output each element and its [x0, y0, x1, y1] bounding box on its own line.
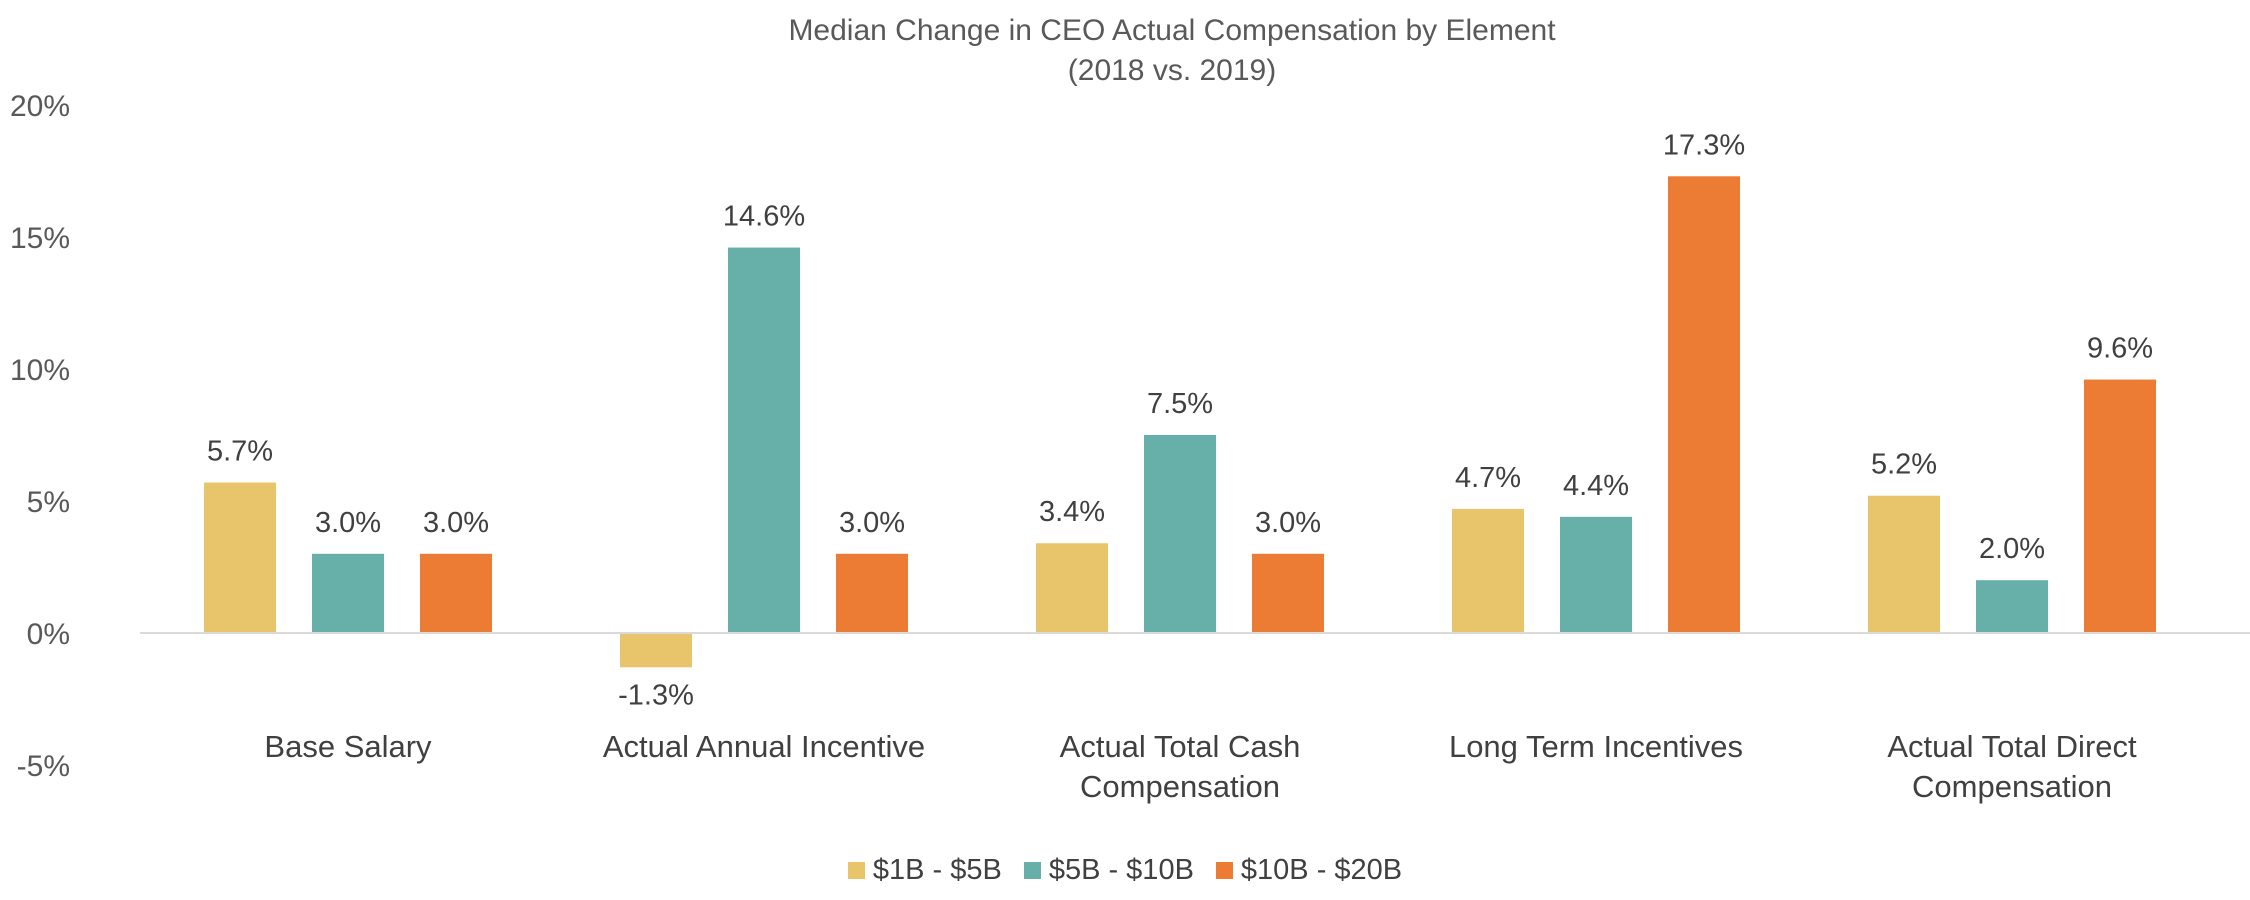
data-label: 3.0%: [423, 507, 489, 539]
bar-2-5: [1976, 580, 2048, 633]
bar-1-5: [1868, 495, 1940, 633]
bar-3-2: [836, 553, 908, 633]
data-label: 3.0%: [839, 507, 905, 539]
legend: $1B - $5B $5B - $10B $10B - $20B: [0, 850, 2250, 890]
bar-1-4: [1452, 508, 1524, 633]
y-tick-label: 0%: [27, 618, 70, 651]
bar-2-1: [312, 553, 384, 633]
bar-1-2: [620, 633, 692, 668]
data-label: 5.7%: [207, 436, 273, 468]
data-label: -1.3%: [618, 679, 694, 711]
legend-item-series-2: $5B - $10B: [1023, 853, 1194, 887]
category-label: Actual Total Direct: [1887, 729, 2137, 764]
bar-3-3: [1252, 553, 1324, 633]
legend-swatch: [1023, 861, 1041, 879]
bars: 5.7% 3.0% 3.0% -1.3% 14.6% 3.0% 3.4% 7.5% 3.0% 4.…: [204, 129, 2156, 711]
category-label: Long Term Incentives: [1449, 729, 1743, 764]
legend-label: $5B - $10B: [1048, 853, 1194, 886]
data-label: 2.0%: [1979, 533, 2045, 565]
bar-chart: Median Change in CEO Actual Compensation…: [10, 14, 2250, 804]
bar-2-3: [1144, 435, 1216, 633]
y-tick-label: 20%: [10, 90, 70, 123]
y-tick-label: 15%: [10, 222, 70, 255]
y-axis: 20% 15% 10% 5% 0% -5%: [10, 90, 70, 783]
x-axis: Base Salary Actual Annual Incentive Actual…: [264, 729, 2137, 804]
bar-3-1: [420, 553, 492, 633]
data-label: 5.2%: [1871, 449, 1937, 481]
chart-subtitle: (2018 vs. 2019): [1068, 54, 1276, 87]
bar-3-4: [1668, 176, 1740, 633]
bar-1-3: [1036, 543, 1108, 633]
data-label: 4.7%: [1455, 462, 1521, 494]
data-label: 4.4%: [1563, 470, 1629, 502]
data-label: 3.0%: [1255, 507, 1321, 539]
bar-3-5: [2084, 379, 2156, 633]
data-label: 17.3%: [1663, 129, 1745, 161]
bar-2-4: [1560, 516, 1632, 633]
data-label: 7.5%: [1147, 388, 1213, 420]
category-label: Actual Annual Incentive: [603, 729, 925, 764]
y-tick-label: -5%: [17, 750, 70, 783]
bar-1-1: [204, 482, 276, 633]
legend-item-series-3: $10B - $20B: [1215, 853, 1403, 887]
legend-label: $1B - $5B: [872, 853, 1002, 886]
legend-swatch: [847, 861, 865, 879]
category-label: Base Salary: [264, 729, 432, 764]
bar-2-2: [728, 247, 800, 633]
category-label: Actual Total Cash: [1060, 729, 1301, 764]
category-label: Compensation: [1080, 769, 1280, 804]
data-label: 3.4%: [1039, 496, 1105, 528]
data-label: 9.6%: [2087, 333, 2153, 365]
data-label: 3.0%: [315, 507, 381, 539]
y-tick-label: 10%: [10, 354, 70, 387]
legend-swatch: [1215, 861, 1233, 879]
data-label: 14.6%: [723, 201, 805, 233]
legend-item-series-1: $1B - $5B: [847, 853, 1002, 887]
category-label: Compensation: [1912, 769, 2112, 804]
chart-title: Median Change in CEO Actual Compensation…: [788, 14, 1556, 47]
y-tick-label: 5%: [27, 486, 70, 519]
legend-label: $10B - $20B: [1240, 853, 1403, 886]
